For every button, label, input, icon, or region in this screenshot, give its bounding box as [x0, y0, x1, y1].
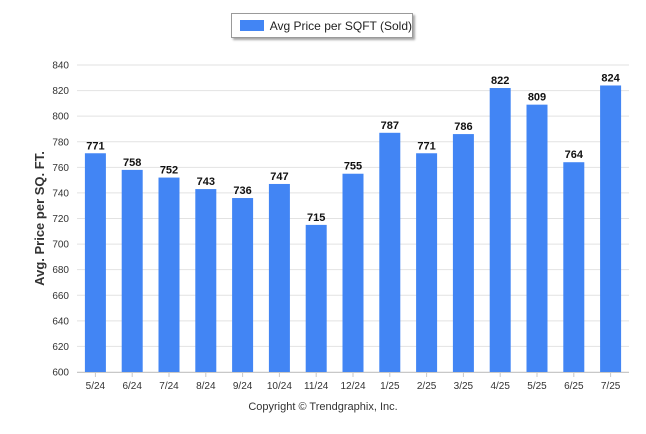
bar-value-label: 809: [528, 92, 546, 104]
bar-value-label: 822: [491, 75, 509, 87]
bar-value-label: 752: [160, 165, 178, 177]
bar: [563, 162, 585, 372]
x-tick-label: 10/24: [267, 381, 292, 392]
y-tick-label: 760: [52, 163, 69, 174]
bar-value-label: 715: [307, 212, 325, 224]
bar-value-label: 743: [197, 176, 215, 188]
x-tick-label: 5/25: [527, 381, 547, 392]
x-tick-label: 4/25: [490, 381, 510, 392]
bar-value-label: 771: [417, 140, 435, 152]
bar-value-label: 824: [601, 72, 620, 84]
copyright-credit: Copyright © Trendgraphix, Inc.: [248, 401, 398, 413]
x-tick-label: 9/24: [233, 381, 253, 392]
bar-value-label: 758: [123, 157, 141, 169]
legend: Avg Price per SQFT (Sold): [231, 13, 413, 38]
bar: [416, 153, 438, 372]
bar: [342, 173, 364, 372]
bar: [452, 134, 474, 372]
y-tick-label: 840: [52, 61, 69, 72]
bar: [158, 177, 180, 372]
bar: [232, 198, 254, 372]
bar: [195, 189, 217, 372]
bar: [526, 104, 548, 372]
y-tick-label: 820: [52, 86, 69, 97]
x-tick-label: 6/25: [564, 381, 584, 392]
y-tick-label: 680: [52, 265, 69, 276]
bar: [489, 88, 511, 373]
y-tick-label: 740: [52, 188, 69, 199]
bar-value-label: 787: [381, 120, 399, 132]
legend-label: Avg Price per SQFT (Sold): [269, 18, 412, 33]
x-tick-label: 12/24: [340, 381, 365, 392]
bar: [305, 224, 327, 372]
bar-value-label: 786: [454, 121, 472, 133]
x-tick-label: 7/24: [159, 381, 179, 392]
bar-value-label: 771: [86, 140, 104, 152]
bar: [379, 132, 401, 372]
y-tick-label: 640: [52, 316, 69, 327]
y-tick-label: 720: [52, 214, 69, 225]
bar: [268, 183, 290, 372]
x-tick-label: 2/25: [417, 381, 437, 392]
x-tick-label: 7/25: [601, 381, 621, 392]
bar: [600, 85, 622, 372]
y-tick-label: 700: [52, 240, 69, 251]
y-tick-label: 800: [52, 112, 69, 123]
bar-value-label: 736: [233, 185, 251, 197]
bar: [84, 153, 106, 372]
bar: [121, 169, 143, 372]
bar-value-label: 747: [270, 171, 288, 183]
bar-value-label: 764: [565, 149, 584, 161]
y-tick-label: 600: [52, 368, 69, 379]
x-tick-label: 11/24: [304, 381, 329, 392]
x-tick-label: 3/25: [454, 381, 474, 392]
y-tick-label: 620: [52, 342, 69, 353]
bar-value-label: 755: [344, 161, 362, 173]
x-tick-label: 6/24: [122, 381, 142, 392]
x-tick-label: 5/24: [86, 381, 106, 392]
x-tick-label: 8/24: [196, 381, 216, 392]
y-tick-label: 660: [52, 291, 69, 302]
legend-swatch: [240, 20, 264, 31]
x-tick-label: 1/25: [380, 381, 400, 392]
y-axis-title: Avg. Price per SQ. FT.: [32, 151, 47, 286]
y-tick-label: 780: [52, 137, 69, 148]
